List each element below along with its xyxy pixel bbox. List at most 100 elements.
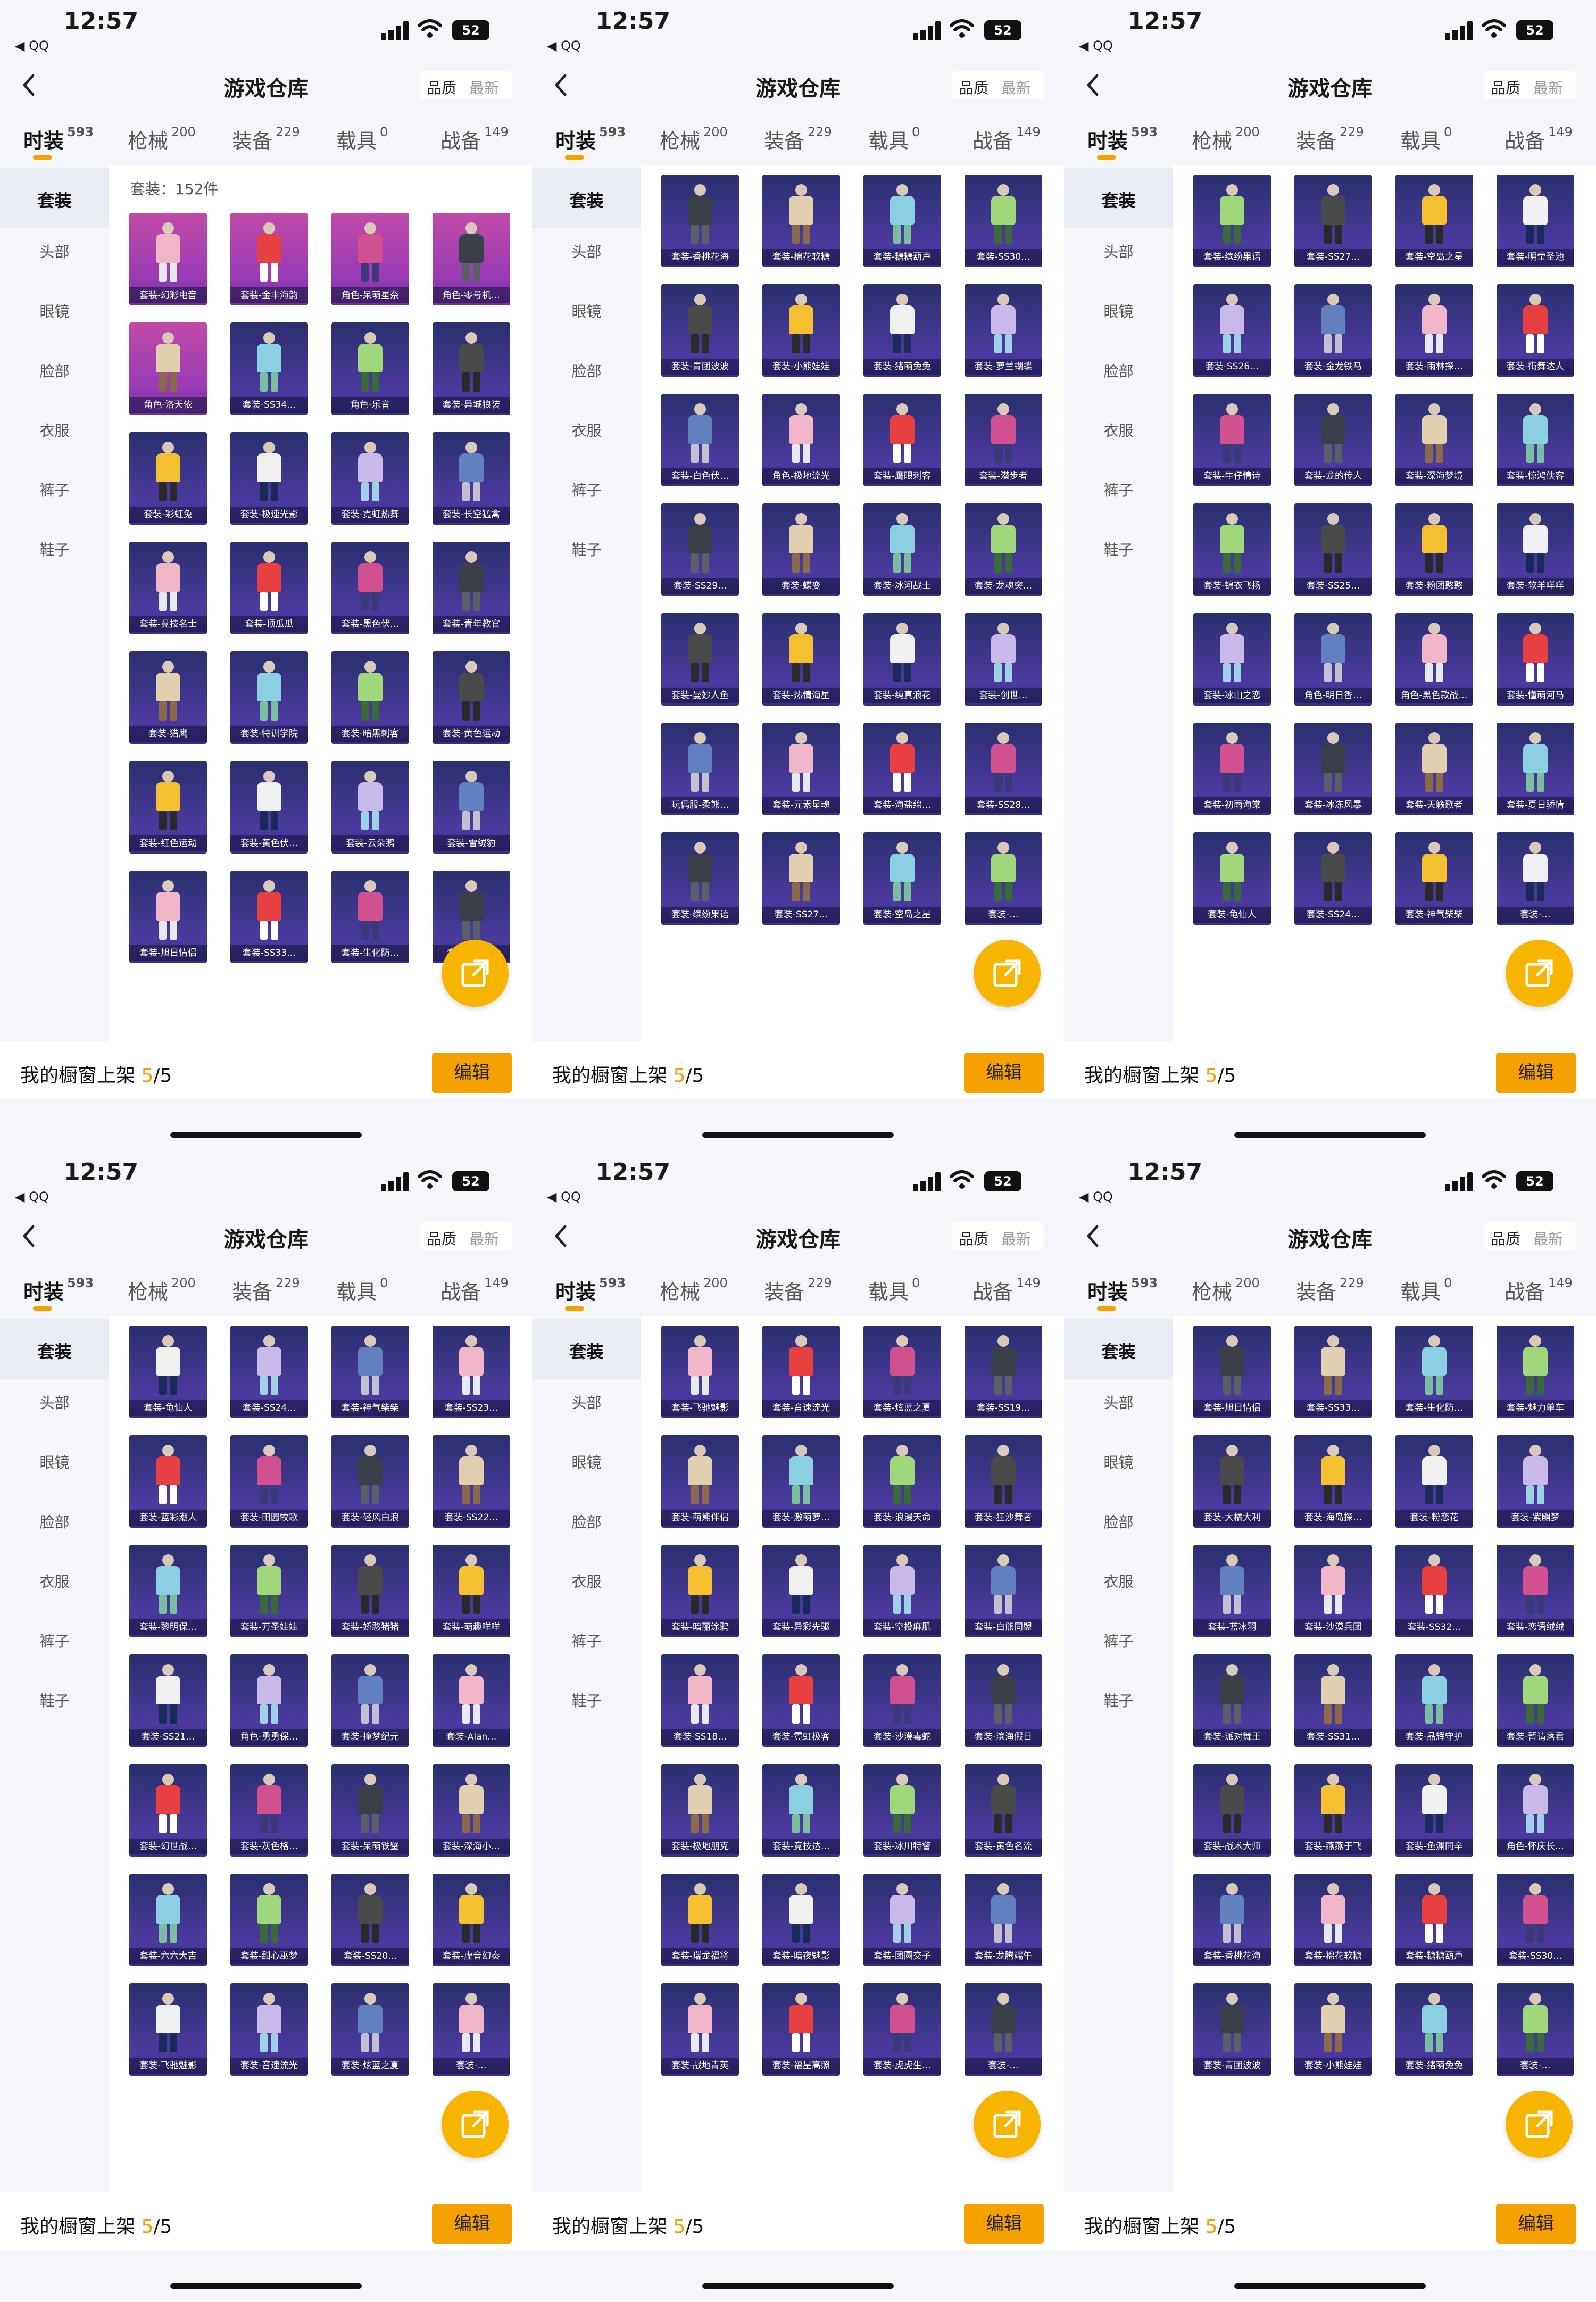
sidebar-item-4[interactable]: 衣服 — [1103, 1573, 1134, 1591]
back-to-qq[interactable]: ◀ QQ — [547, 1189, 581, 1204]
tab-1[interactable]: 枪械 200 — [128, 1276, 196, 1305]
outfit-card[interactable]: 套装-冰冻风暴 — [1294, 723, 1372, 815]
edit-button[interactable]: 编辑 — [964, 1053, 1044, 1093]
outfit-card[interactable]: 套装-顶瓜瓜 — [230, 542, 308, 634]
outfit-card[interactable]: 套装-天籁歌者 — [1395, 723, 1473, 815]
tab-1[interactable]: 枪械 200 — [660, 1276, 728, 1305]
outfit-card[interactable]: 套装-鱼渊同辛 — [1395, 1764, 1473, 1857]
outfit-card[interactable]: 套装-SS27… — [762, 832, 840, 925]
sidebar-item-1[interactable]: 头部 — [1103, 243, 1134, 261]
outfit-card[interactable]: 套装-炫蓝之夏 — [331, 1983, 409, 2076]
tab-0[interactable]: 时装 593 — [1087, 1276, 1158, 1305]
tab-1[interactable]: 枪械 200 — [660, 125, 728, 154]
share-fab-button[interactable] — [442, 2091, 509, 2158]
outfit-card[interactable]: 套装-呆萌铁蟹 — [331, 1764, 409, 1857]
edit-button[interactable]: 编辑 — [964, 2204, 1044, 2244]
outfit-card[interactable]: 套装-瑞龙福将 — [661, 1874, 739, 1966]
outfit-card[interactable]: 角色-怀庆长… — [1497, 1764, 1574, 1857]
outfit-card[interactable]: 套装-田园牧歌 — [230, 1435, 308, 1528]
sidebar-item-1[interactable]: 头部 — [39, 1394, 70, 1412]
outfit-card[interactable]: 套装-团圆交子 — [863, 1874, 941, 1966]
outfit-card[interactable]: 套装-飞驰魅影 — [129, 1983, 207, 2076]
sidebar-item-6[interactable]: 鞋子 — [1103, 1692, 1134, 1710]
tab-2[interactable]: 装备 229 — [764, 1276, 832, 1305]
tab-4[interactable]: 战备 149 — [440, 125, 509, 154]
tab-2[interactable]: 装备 229 — [232, 1276, 300, 1305]
tab-2[interactable]: 装备 229 — [1296, 125, 1364, 154]
outfit-card[interactable]: 套装-暂请落君 — [1497, 1654, 1574, 1747]
outfit-card[interactable]: 套装-龙的传人 — [1294, 394, 1372, 486]
outfit-card[interactable]: 套装-香桃花海 — [661, 175, 739, 267]
outfit-card[interactable]: 套装-SS23… — [433, 1326, 510, 1418]
outfit-card[interactable]: 套装-SS26… — [1193, 284, 1271, 377]
sidebar-item-2[interactable]: 眼镜 — [1103, 1454, 1134, 1471]
outfit-card[interactable]: 套装-霓虹热舞 — [331, 432, 409, 525]
outfit-card[interactable]: 套装-特训学院 — [230, 651, 308, 744]
tab-4[interactable]: 战备 149 — [972, 125, 1041, 154]
outfit-card[interactable]: 套装-派对舞王 — [1193, 1654, 1271, 1747]
outfit-card[interactable]: 套装-… — [433, 1983, 510, 2076]
outfit-card[interactable]: 套装-街舞达人 — [1497, 284, 1574, 377]
outfit-card[interactable]: 套装-懂萌河马 — [1497, 613, 1574, 706]
sort-latest-button[interactable]: 最新 — [1533, 79, 1564, 97]
outfit-card[interactable]: 套装-初雨海棠 — [1193, 723, 1271, 815]
tab-0[interactable]: 时装 593 — [555, 125, 626, 154]
back-to-qq[interactable]: ◀ QQ — [547, 38, 581, 53]
back-button[interactable] — [16, 1221, 43, 1251]
sidebar-item-6[interactable]: 鞋子 — [39, 541, 70, 559]
back-to-qq[interactable]: ◀ QQ — [15, 38, 49, 53]
outfit-card[interactable]: 套装-深海梦境 — [1395, 394, 1473, 486]
outfit-card[interactable]: 套装-黎明保… — [129, 1545, 207, 1637]
outfit-card[interactable]: 套装-轻风白浪 — [331, 1435, 409, 1528]
outfit-card[interactable]: 套装-蓝冰羽 — [1193, 1545, 1271, 1637]
outfit-card[interactable]: 套装-灰色格… — [230, 1764, 308, 1857]
sort-quality-button[interactable]: 品质 — [427, 79, 457, 97]
tab-3[interactable]: 载具 0 — [1400, 125, 1452, 154]
sort-latest-button[interactable]: 最新 — [469, 1230, 500, 1248]
sidebar-item-0[interactable]: 套装 — [37, 191, 72, 211]
outfit-card[interactable]: 套装-金丰海韵 — [230, 213, 308, 305]
sidebar-item-2[interactable]: 眼镜 — [1103, 303, 1134, 320]
tab-3[interactable]: 载具 0 — [336, 125, 388, 154]
tab-1[interactable]: 枪械 200 — [1192, 1276, 1260, 1305]
outfit-card[interactable]: 套装-白熊同盟 — [965, 1545, 1042, 1637]
outfit-card[interactable]: 套装-音速流光 — [762, 1326, 840, 1418]
sort-latest-button[interactable]: 最新 — [469, 79, 500, 97]
outfit-card[interactable]: 角色-呆萌星奈 — [331, 213, 409, 305]
sort-latest-button[interactable]: 最新 — [1001, 79, 1032, 97]
tab-1[interactable]: 枪械 200 — [1192, 125, 1260, 154]
outfit-card[interactable]: 套装-SS24… — [1294, 832, 1372, 925]
outfit-card[interactable]: 套装-SS34… — [230, 322, 308, 415]
tab-4[interactable]: 战备 149 — [1504, 1276, 1573, 1305]
sidebar-item-1[interactable]: 头部 — [571, 243, 602, 261]
outfit-card[interactable]: 套装-猪萌兔兔 — [863, 284, 941, 377]
tab-1[interactable]: 枪械 200 — [128, 125, 196, 154]
outfit-card[interactable]: 套装-SS22… — [433, 1435, 510, 1528]
share-fab-button[interactable] — [974, 940, 1041, 1007]
outfit-card[interactable]: 套装-六六大吉 — [129, 1874, 207, 1966]
outfit-card[interactable]: 套装-魅力单车 — [1497, 1326, 1574, 1418]
outfit-card[interactable]: 套装-生化防… — [331, 871, 409, 963]
outfit-card[interactable]: 角色-黑色款战… — [1395, 613, 1473, 706]
tab-0[interactable]: 时装 593 — [23, 1276, 94, 1305]
sidebar-item-6[interactable]: 鞋子 — [571, 541, 602, 559]
outfit-card[interactable]: 套装-神气柴柴 — [331, 1326, 409, 1418]
outfit-card[interactable]: 套装-空投麻肌 — [863, 1545, 941, 1637]
outfit-card[interactable]: 套装-小熊娃娃 — [1294, 1983, 1372, 2076]
outfit-card[interactable]: 套装-SS31… — [1294, 1654, 1372, 1747]
back-to-qq[interactable]: ◀ QQ — [1079, 38, 1113, 53]
outfit-card[interactable]: 套装-黄色伏… — [230, 761, 308, 854]
outfit-card[interactable]: 套装-热情海星 — [762, 613, 840, 706]
outfit-card[interactable]: 套装-青团波波 — [661, 284, 739, 377]
outfit-card[interactable]: 套装-… — [1497, 1983, 1574, 2076]
sidebar-item-5[interactable]: 裤子 — [39, 1633, 70, 1650]
outfit-card[interactable]: 套装-沙漠兵团 — [1294, 1545, 1372, 1637]
outfit-card[interactable]: 套装-滨海假日 — [965, 1654, 1042, 1747]
sidebar-item-1[interactable]: 头部 — [1103, 1394, 1134, 1412]
outfit-card[interactable]: 套装-狂沙舞者 — [965, 1435, 1042, 1528]
outfit-card[interactable]: 套装-SS25… — [1294, 503, 1372, 596]
outfit-card[interactable]: 套装-深海小… — [433, 1764, 510, 1857]
outfit-card[interactable]: 套装-棉花软糖 — [1294, 1874, 1372, 1966]
back-button[interactable] — [548, 70, 575, 100]
outfit-card[interactable]: 套装-沙漠毒蛇 — [863, 1654, 941, 1747]
